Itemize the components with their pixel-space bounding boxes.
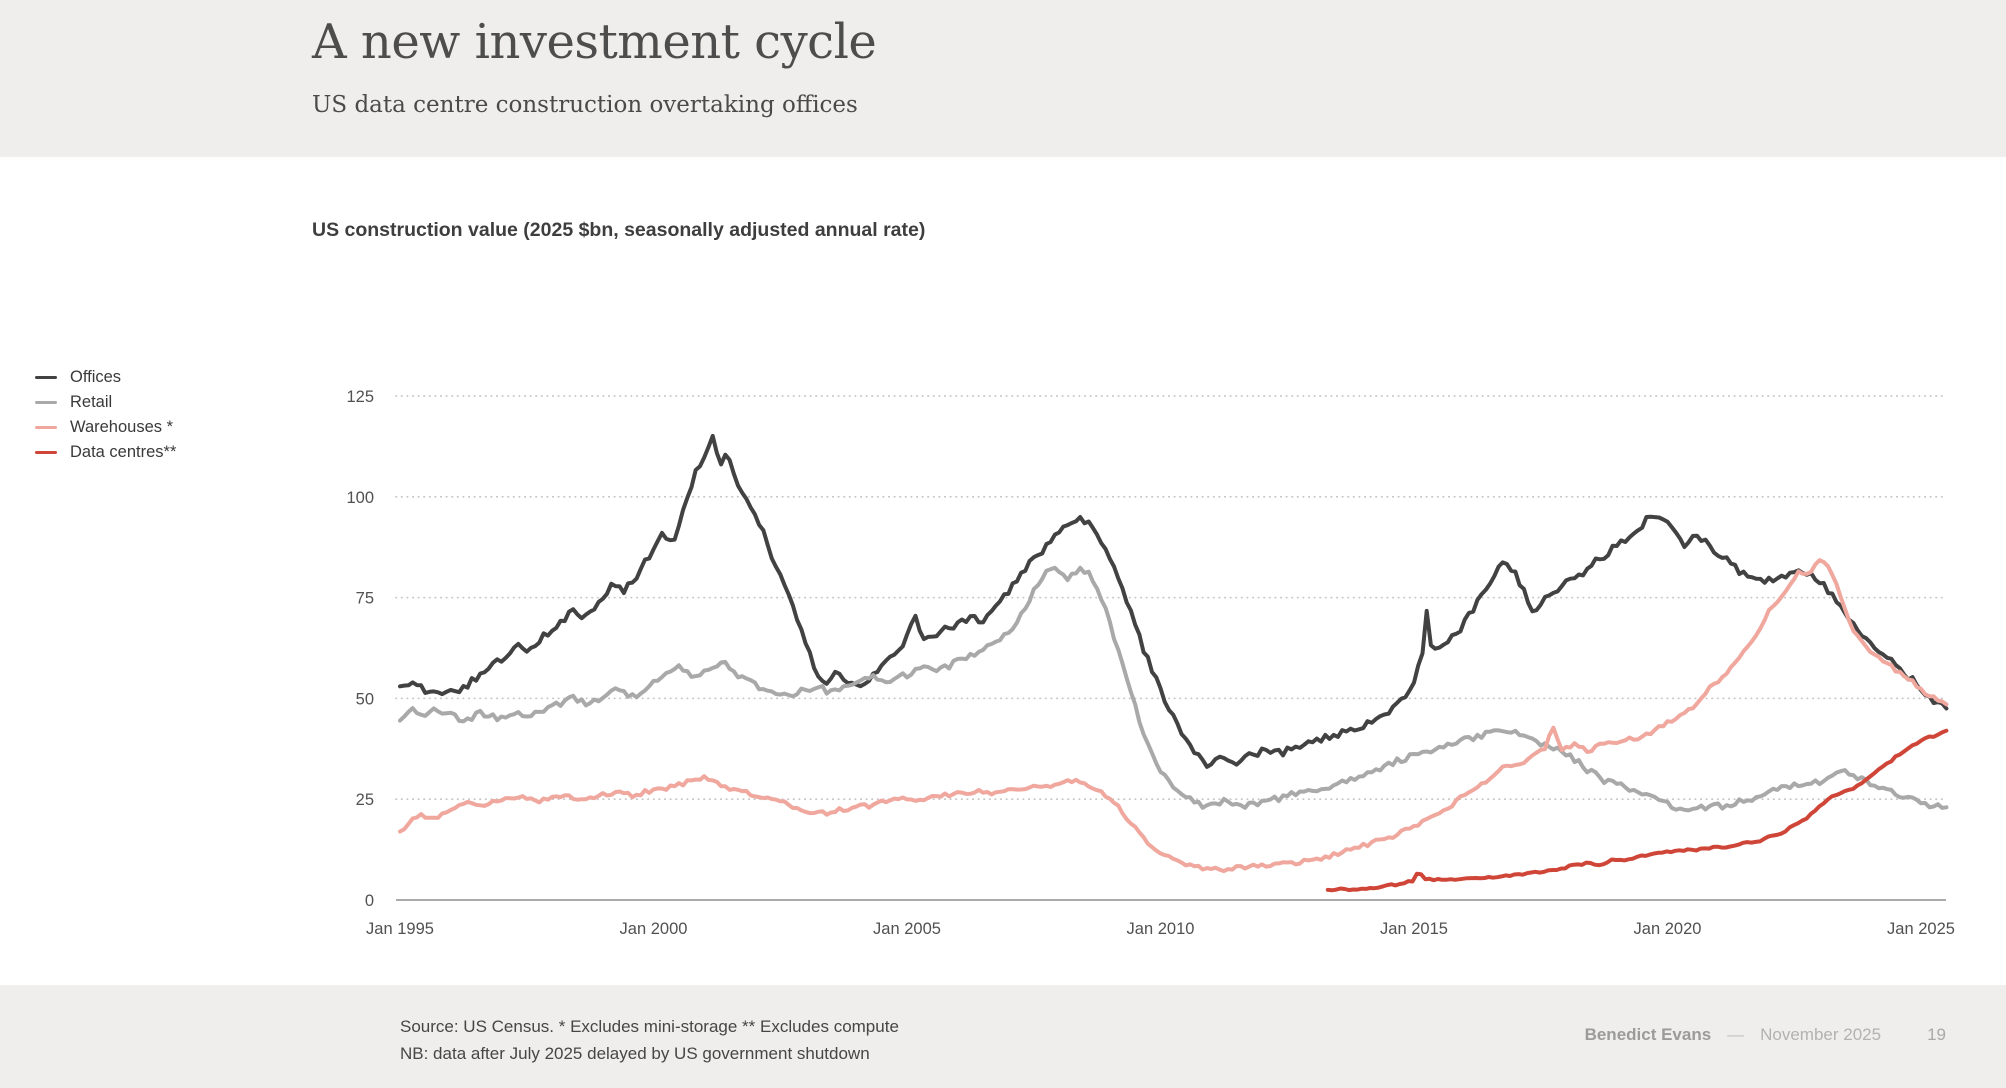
legend-swatch-retail xyxy=(35,400,57,405)
legend-label-data-centres: Data centres** xyxy=(70,443,177,461)
legend-swatch-offices xyxy=(35,375,57,380)
legend-item-warehouses: Warehouses * xyxy=(35,415,176,440)
legend-label-offices: Offices xyxy=(70,368,122,386)
y-tick-label-125: 125 xyxy=(346,388,374,406)
y-tick-label-75: 75 xyxy=(356,590,374,608)
legend-swatch-data-centres xyxy=(35,450,57,455)
footer-separator: –– xyxy=(1727,1025,1744,1044)
x-tick-label-2020: Jan 2020 xyxy=(1634,920,1702,938)
x-tick-label-2025: Jan 2025 xyxy=(1887,920,1955,938)
x-tick-label-2010: Jan 2010 xyxy=(1127,920,1195,938)
legend-item-retail: Retail xyxy=(35,390,176,415)
x-tick-label-1995: Jan 1995 xyxy=(366,920,434,938)
legend-item-offices: Offices xyxy=(35,365,176,390)
series-line-warehouses xyxy=(398,558,1949,874)
x-tick-label-2005: Jan 2005 xyxy=(873,920,941,938)
legend-swatch-warehouses xyxy=(35,425,57,430)
footer-source-line: Source: US Census. * Excludes mini-stora… xyxy=(400,1017,899,1036)
series-line-data-centres xyxy=(1325,728,1949,893)
y-tick-label-100: 100 xyxy=(346,489,374,507)
footer-credit: Benedict Evans –– November 2025 19 xyxy=(1585,1025,1946,1045)
chart-svg: 0 25 50 75 100 125 Jan 1995 Jan 2000 Jan 2005 Jan… xyxy=(346,388,1955,938)
y-tick-label-0: 0 xyxy=(365,892,374,910)
legend-item-data-centres: Data centres** xyxy=(35,440,176,465)
legend-label-retail: Retail xyxy=(70,393,113,411)
chart-legend: Offices Retail Warehouses * Data centres** xyxy=(35,365,176,465)
page-subtitle: US data centre construction overtaking o… xyxy=(312,92,858,118)
chart-title: US construction value (2025 $bn, seasona… xyxy=(312,219,926,241)
x-tick-label-2015: Jan 2015 xyxy=(1380,920,1448,938)
footer-author: Benedict Evans xyxy=(1584,1025,1712,1044)
header-band: A new investment cycle US data centre co… xyxy=(0,0,2006,157)
footer-source-block: Source: US Census. * Excludes mini-stora… xyxy=(400,1013,899,1067)
series-line-offices xyxy=(398,433,1949,769)
y-tick-label-25: 25 xyxy=(356,791,374,809)
footer-page-number: 19 xyxy=(1927,1025,1946,1044)
legend-label-warehouses: Warehouses * xyxy=(70,418,174,436)
page-title: A new investment cycle xyxy=(312,14,877,70)
x-tick-label-2000: Jan 2000 xyxy=(620,920,688,938)
footer-band: Source: US Census. * Excludes mini-stora… xyxy=(0,985,2006,1088)
y-tick-label-50: 50 xyxy=(356,690,374,708)
footer-date: November 2025 xyxy=(1760,1025,1882,1044)
footer-note-line: NB: data after July 2025 delayed by US g… xyxy=(400,1044,870,1063)
series-line-retail xyxy=(398,565,1949,813)
